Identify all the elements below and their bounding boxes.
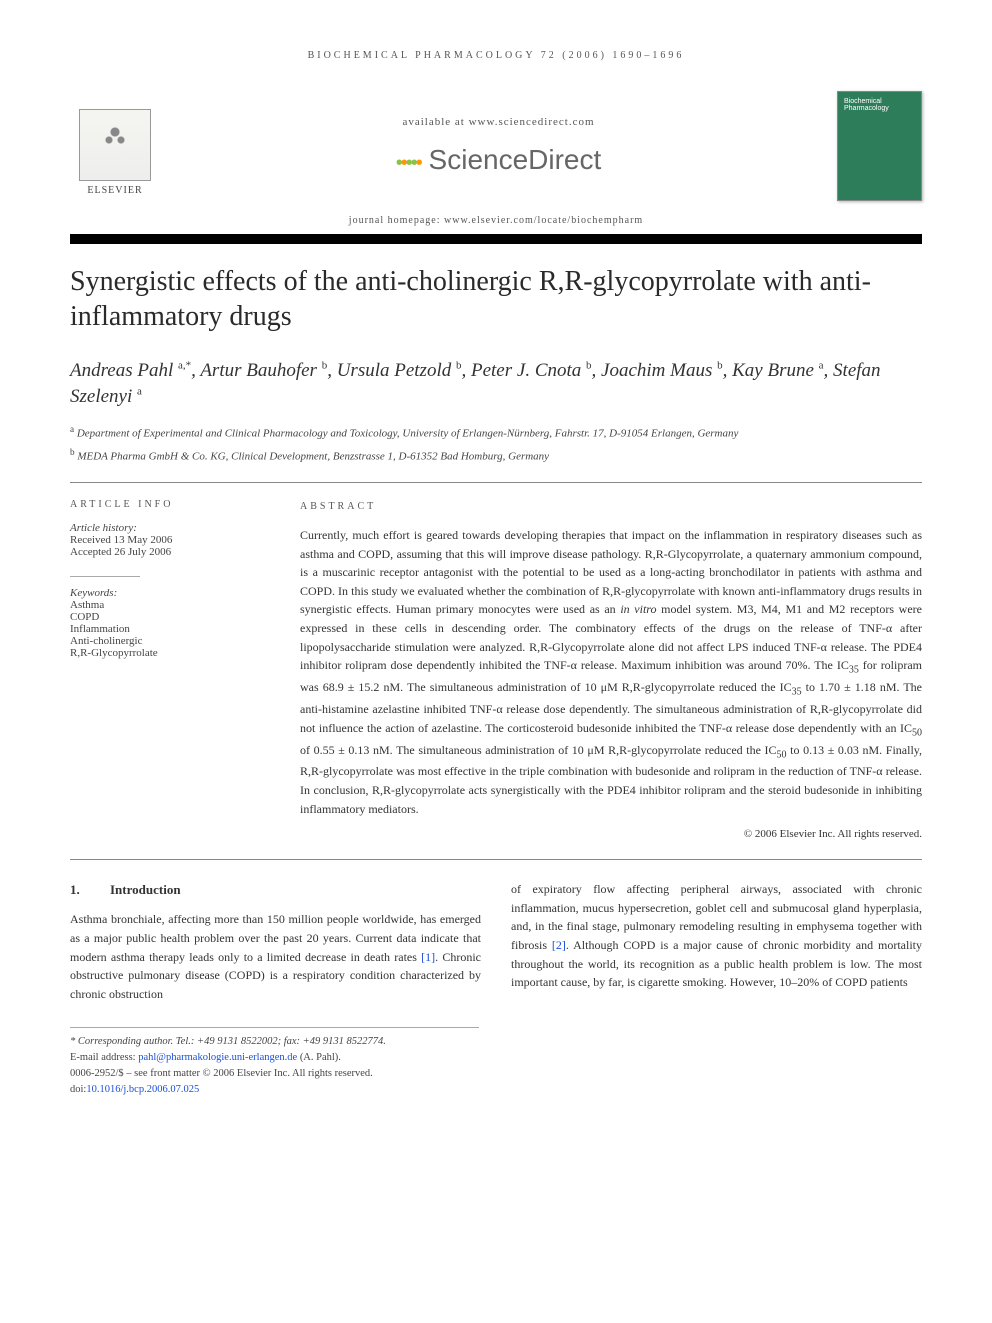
rule [70,482,922,483]
doi-line: doi:10.1016/j.bcp.2006.07.025 [70,1082,479,1098]
section-title: Introduction [110,882,181,897]
keywords-label: Keywords: [70,587,260,599]
section-para-left: Asthma bronchiale, affecting more than 1… [70,910,481,1003]
history-accepted: Accepted 26 July 2006 [70,546,260,558]
doi-link[interactable]: 10.1016/j.bcp.2006.07.025 [86,1084,199,1095]
section-number: 1. [70,880,110,900]
section-heading: 1.Introduction [70,880,481,900]
article-info-sidebar: ARTICLE INFO Article history: Received 1… [70,499,260,844]
abstract-block: ABSTRACT Currently, much effort is geare… [300,499,922,844]
email-link[interactable]: pahl@pharmakologie.uni-erlangen.de [138,1052,297,1063]
publisher-logo: ELSEVIER [70,96,160,196]
history-label: Article history: [70,522,260,534]
body-col-right: of expiratory flow affecting peripheral … [511,880,922,1003]
article-info-heading: ARTICLE INFO [70,499,260,510]
history-received: Received 13 May 2006 [70,534,260,546]
sd-logo-text: ScienceDirect [429,144,602,175]
footnotes: * Corresponding author. Tel.: +49 9131 8… [70,1027,479,1097]
front-matter: 0006-2952/$ – see front matter © 2006 El… [70,1066,479,1082]
rule [70,859,922,860]
copyright-line: © 2006 Elsevier Inc. All rights reserved… [300,826,922,843]
email-line: E-mail address: pahl@pharmakologie.uni-e… [70,1050,479,1066]
journal-homepage: journal homepage: www.elsevier.com/locat… [70,215,922,226]
cover-title-1: Biochemical [844,98,915,105]
publisher-name: ELSEVIER [87,185,142,196]
sd-dots-icon: ••••• [396,152,421,174]
abstract-heading: ABSTRACT [300,499,922,515]
available-at: available at www.sciencedirect.com [160,116,837,128]
article-title: Synergistic effects of the anti-choliner… [70,264,922,334]
affiliation-b: b MEDA Pharma GmbH & Co. KG, Clinical De… [70,446,922,465]
journal-cover-thumbnail: Biochemical Pharmacology [837,91,922,201]
elsevier-tree-icon [79,109,151,181]
keywords-list: AsthmaCOPDInflammationAnti-cholinergicR,… [70,599,260,659]
section-para-right: of expiratory flow affecting peripheral … [511,880,922,992]
author-list: Andreas Pahl a,*, Artur Bauhofer b, Ursu… [70,358,922,409]
corresponding-author: * Corresponding author. Tel.: +49 9131 8… [70,1034,479,1050]
masthead: ELSEVIER available at www.sciencedirect.… [70,91,922,201]
cover-title-2: Pharmacology [844,105,915,112]
sciencedirect-logo: ••••• ScienceDirect [160,144,837,176]
running-head: BIOCHEMICAL PHARMACOLOGY 72 (2006) 1690–… [70,50,922,61]
body-columns: 1.Introduction Asthma bronchiale, affect… [70,880,922,1003]
divider-bar [70,234,922,244]
abstract-text: Currently, much effort is geared towards… [300,526,922,818]
body-col-left: 1.Introduction Asthma bronchiale, affect… [70,880,481,1003]
affiliation-a: a Department of Experimental and Clinica… [70,423,922,442]
